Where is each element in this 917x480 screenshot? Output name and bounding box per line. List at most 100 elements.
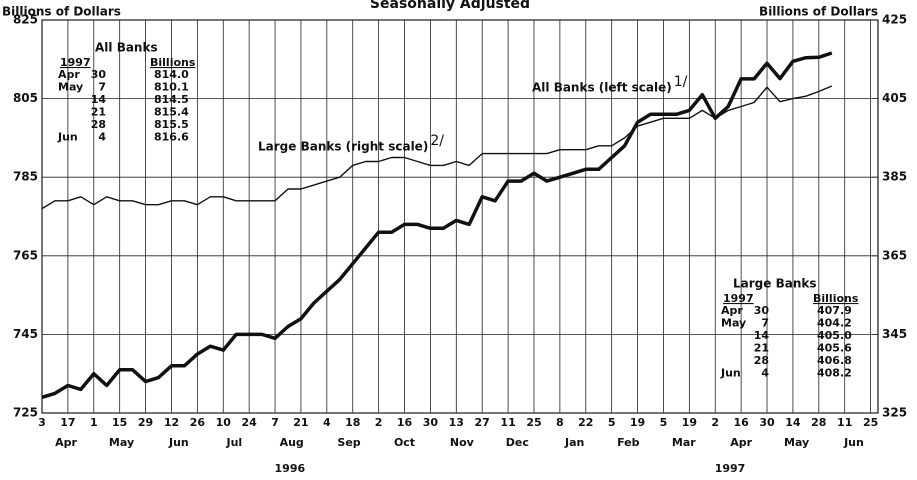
month-label: Aug: [280, 436, 304, 449]
month-label: Jan: [564, 436, 584, 449]
x-tick-label: 30: [759, 416, 775, 429]
y2-tick-label: 385: [882, 170, 907, 184]
table-title: All Banks: [95, 41, 158, 55]
y-tick-label: 745: [13, 327, 38, 341]
x-tick-label: 22: [578, 416, 593, 429]
x-tick-label: 26: [190, 416, 206, 429]
month-label: Mar: [672, 436, 696, 449]
month-label: May: [784, 436, 809, 449]
table-cell: 814.0: [154, 68, 189, 81]
table-cell: 14: [754, 329, 770, 342]
table-cell: Jun: [57, 131, 78, 144]
y-tick-label: 765: [13, 248, 38, 262]
table-cell: 4: [761, 367, 769, 380]
y-tick-label: 785: [13, 170, 38, 184]
y2-tick-label: 425: [882, 13, 907, 27]
table-cell: 405.6: [817, 342, 852, 355]
x-tick-label: 30: [423, 416, 439, 429]
y-axis-label: Billions of Dollars: [2, 5, 121, 19]
series-label: Large Banks (right scale): [258, 140, 428, 154]
x-tick-label: 12: [164, 416, 179, 429]
table-cell: 30: [91, 68, 107, 81]
table-cell: 814.5: [154, 93, 189, 106]
x-tick-label: 5: [608, 416, 616, 429]
table-header: 1997: [723, 292, 754, 305]
month-label: Nov: [450, 436, 475, 449]
x-tick-label: 11: [500, 416, 515, 429]
year-label: 1996: [275, 462, 306, 475]
table-cell: Apr: [58, 68, 80, 81]
month-label: Jul: [226, 436, 243, 449]
x-tick-label: 7: [271, 416, 279, 429]
x-tick-label: 19: [682, 416, 697, 429]
x-tick-label: 16: [733, 416, 749, 429]
table-cell: 28: [91, 118, 106, 131]
y2-tick-label: 345: [882, 327, 907, 341]
month-label: Oct: [394, 436, 415, 449]
table-cell: 7: [761, 317, 769, 330]
table-cell: 404.2: [817, 317, 852, 330]
x-tick-label: 14: [785, 416, 801, 429]
x-tick-label: 11: [837, 416, 852, 429]
month-label: Apr: [730, 436, 752, 449]
x-tick-label: 16: [397, 416, 413, 429]
month-label: Jun: [843, 436, 864, 449]
y2-tick-label: 325: [882, 406, 907, 420]
x-tick-label: 29: [138, 416, 153, 429]
table-cell: 28: [754, 354, 769, 367]
table-cell: May: [721, 317, 746, 330]
x-tick-label: 25: [863, 416, 878, 429]
y2-tick-label: 365: [882, 248, 907, 262]
series-footnote: 1/: [674, 74, 688, 90]
table-cell: 815.4: [154, 106, 189, 119]
x-tick-label: 21: [293, 416, 308, 429]
table-cell: 21: [754, 342, 769, 355]
year-label: 1997: [715, 462, 746, 475]
table-cell: 14: [91, 93, 107, 106]
y-tick-label: 725: [13, 406, 38, 420]
table-cell: 407.9: [817, 304, 852, 317]
y2-axis-label: Billions of Dollars: [759, 5, 878, 19]
y2-tick-label: 405: [882, 91, 907, 105]
series-label: All Banks (left scale): [532, 81, 672, 95]
table-cell: 816.6: [154, 131, 189, 144]
x-tick-label: 5: [660, 416, 668, 429]
series-footnote: 2/: [430, 133, 444, 149]
table-cell: 21: [91, 106, 106, 119]
table-cell: 406.8: [817, 354, 852, 367]
x-tick-label: 18: [345, 416, 360, 429]
x-tick-label: 10: [216, 416, 232, 429]
table-cell: 815.5: [154, 118, 189, 131]
x-tick-label: 1: [90, 416, 98, 429]
table-header: Billions: [150, 56, 196, 69]
table-cell: May: [58, 81, 83, 94]
table-header: 1997: [60, 56, 91, 69]
x-tick-label: 2: [711, 416, 719, 429]
table-cell: 4: [98, 131, 106, 144]
series-line: [41, 51, 833, 399]
month-label: Dec: [506, 436, 529, 449]
table-cell: 7: [98, 81, 106, 94]
table-cell: 30: [754, 304, 770, 317]
table-cell: Jun: [720, 367, 741, 380]
y-tick-label: 805: [13, 91, 38, 105]
month-label: May: [109, 436, 134, 449]
month-label: Apr: [55, 436, 77, 449]
x-tick-label: 19: [630, 416, 645, 429]
x-tick-label: 15: [112, 416, 127, 429]
x-tick-label: 28: [811, 416, 826, 429]
x-tick-label: 3: [38, 416, 46, 429]
month-label: Feb: [617, 436, 640, 449]
table-header: Billions: [813, 292, 859, 305]
x-tick-label: 4: [323, 416, 331, 429]
month-label: Jun: [168, 436, 189, 449]
x-tick-label: 25: [526, 416, 541, 429]
chart-subtitle: Seasonally Adjusted: [370, 0, 530, 12]
table-cell: 810.1: [154, 81, 189, 94]
x-tick-label: 27: [475, 416, 490, 429]
x-tick-label: 8: [556, 416, 564, 429]
table-cell: Apr: [721, 304, 743, 317]
x-tick-label: 24: [241, 416, 257, 429]
table-cell: 405.0: [817, 329, 852, 342]
